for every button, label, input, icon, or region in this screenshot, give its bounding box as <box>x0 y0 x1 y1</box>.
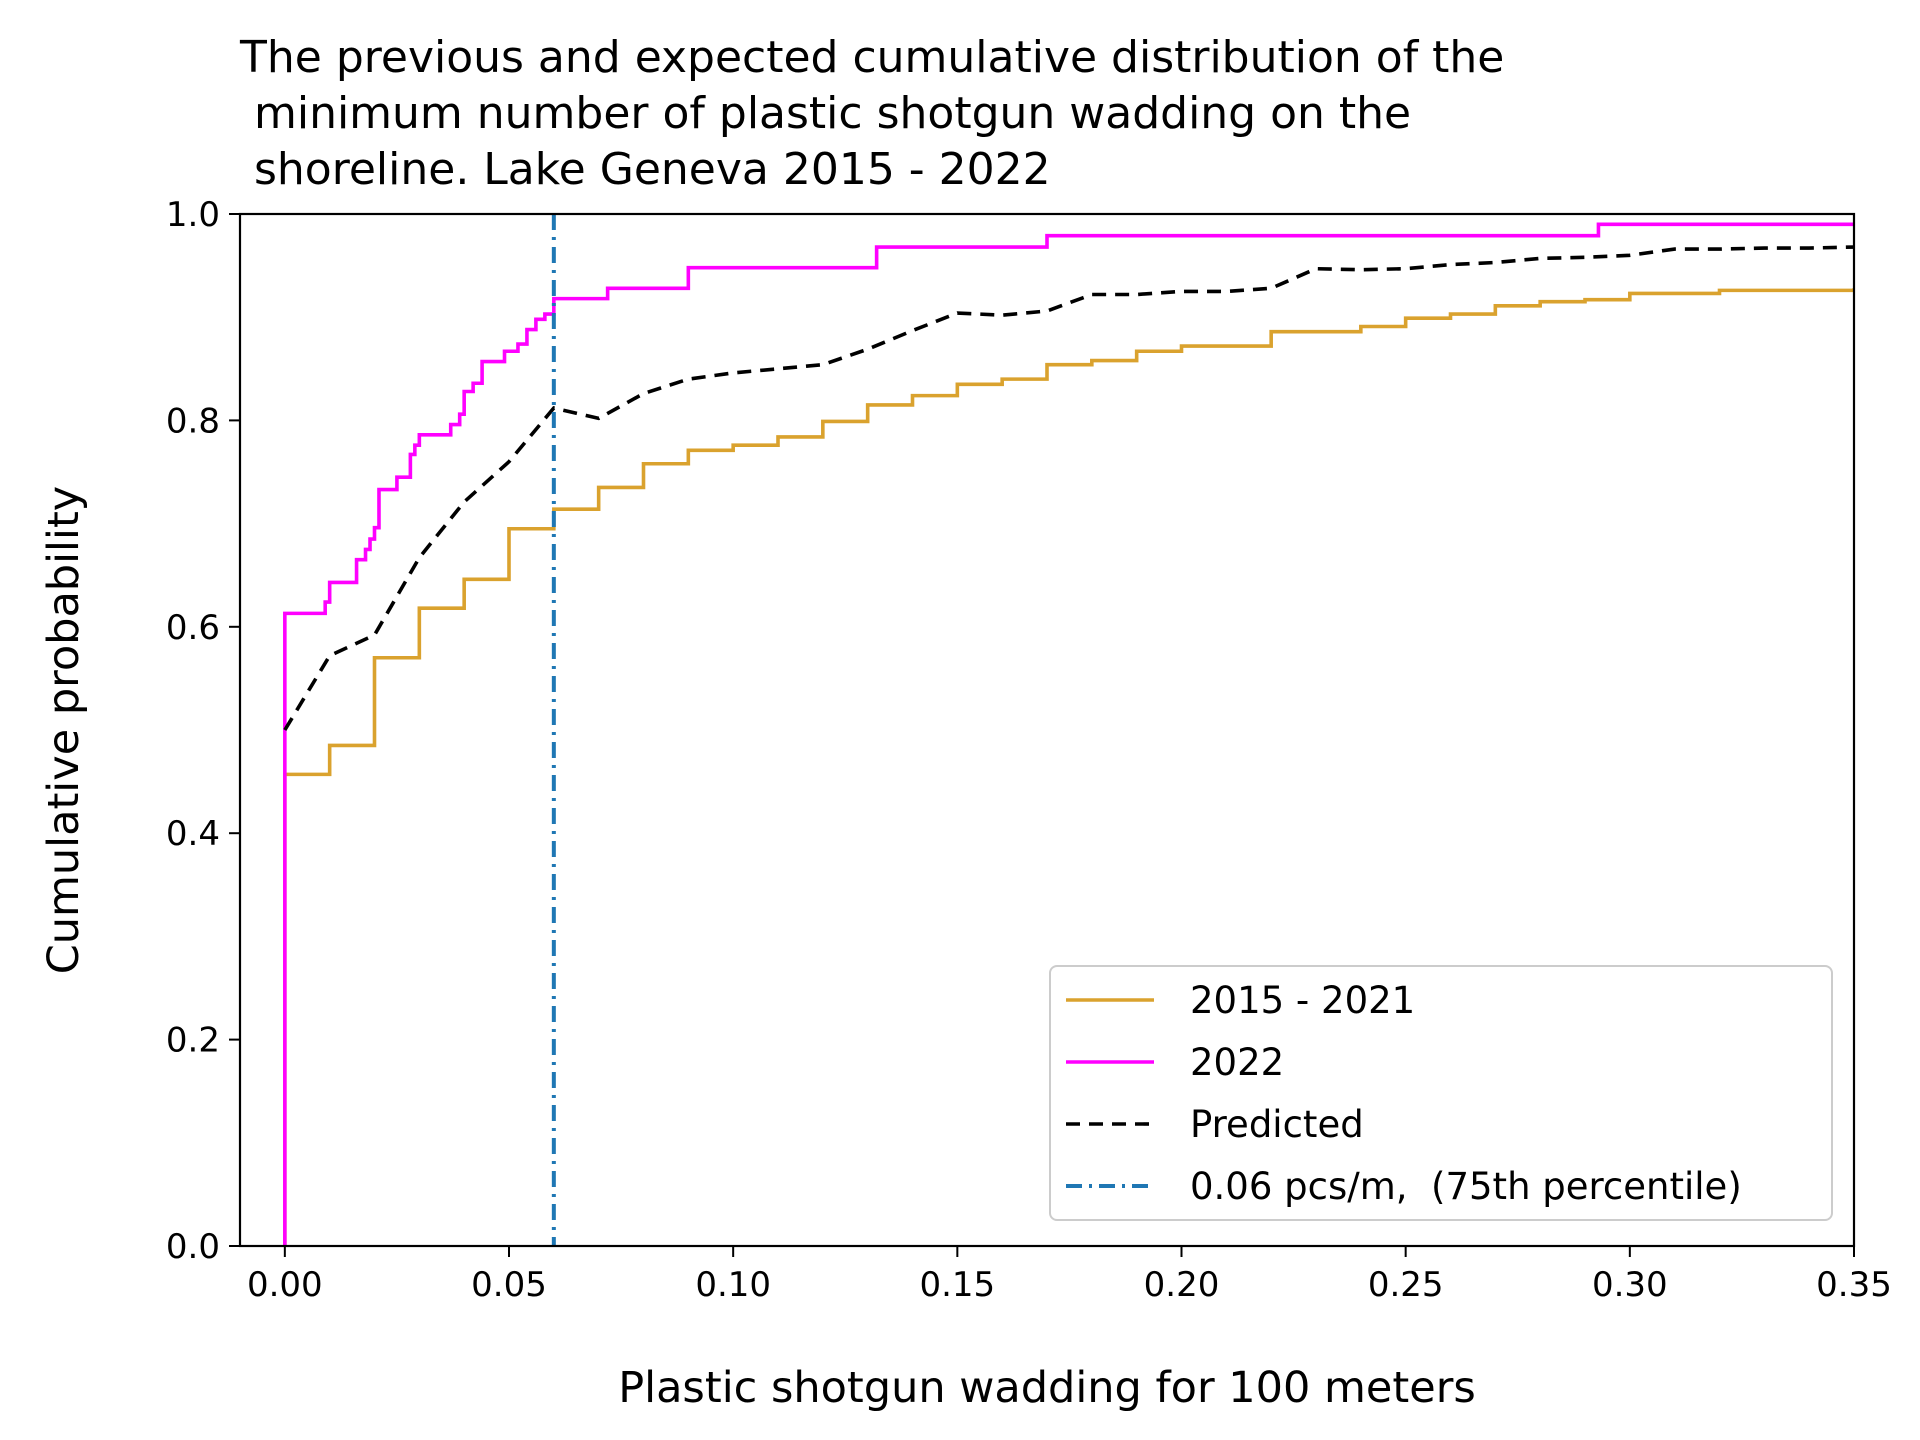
legend-entry-label: 0.06 pcs/m, (75th percentile) <box>1190 1165 1742 1208</box>
y-tick-label: 0.4 <box>166 814 220 854</box>
y-tick-label: 0.2 <box>166 1021 220 1061</box>
chart-title-line: minimum number of plastic shotgun waddin… <box>240 88 1411 139</box>
x-tick-label: 0.00 <box>247 1265 323 1305</box>
y-axis-ticks: 0.0 0.2 0.4 0.6 0.8 1.0 <box>166 195 240 1267</box>
y-tick-label: 0.0 <box>166 1227 220 1267</box>
x-tick-label: 0.25 <box>1368 1265 1444 1305</box>
legend-entry-label: Predicted <box>1190 1103 1364 1146</box>
axes-frame <box>238 212 1856 1248</box>
y-tick-label: 1.0 <box>166 195 220 235</box>
series-line-2 <box>283 245 1854 731</box>
series-layer <box>283 214 1854 1246</box>
x-tick-label: 0.20 <box>1144 1265 1220 1305</box>
plot-area: 0.00 0.05 0.10 0.15 0.20 0.25 0.30 0.35 0.00.20… <box>166 195 1892 1305</box>
legend-frame <box>1049 965 1833 1221</box>
y-axis-label: Cumulative probability <box>39 486 89 975</box>
legend-entry-label: 2015 - 2021 <box>1190 979 1415 1022</box>
x-tick-label: 0.05 <box>471 1265 547 1305</box>
series-line-1 <box>283 222 1854 1246</box>
y-tick-label: 0.6 <box>166 608 220 648</box>
legend: 2015 - 2021 2022 Predicted 0.06 pcs/m, (75t… <box>1049 965 1833 1221</box>
y-tick-label: 0.8 <box>166 401 220 441</box>
chart-title-line: The previous and expected cumulative dis… <box>239 32 1504 83</box>
x-tick-label: 0.10 <box>695 1265 771 1305</box>
legend-entry-label: 2022 <box>1190 1041 1284 1084</box>
x-tick-label: 0.15 <box>919 1265 995 1305</box>
series-line-0 <box>283 288 1854 1246</box>
chart-title: The previous and expected cumulative dis… <box>239 32 1504 195</box>
x-axis-label: Plastic shotgun wadding for 100 meters <box>618 1363 1476 1413</box>
x-axis-ticks: 0.00 0.05 0.10 0.15 0.20 0.25 0.30 0.35 <box>247 1246 1892 1305</box>
chart-title-line: shoreline. Lake Geneva 2015 - 2022 <box>240 144 1051 195</box>
x-tick-label: 0.30 <box>1592 1265 1668 1305</box>
x-tick-label: 0.35 <box>1816 1265 1892 1305</box>
